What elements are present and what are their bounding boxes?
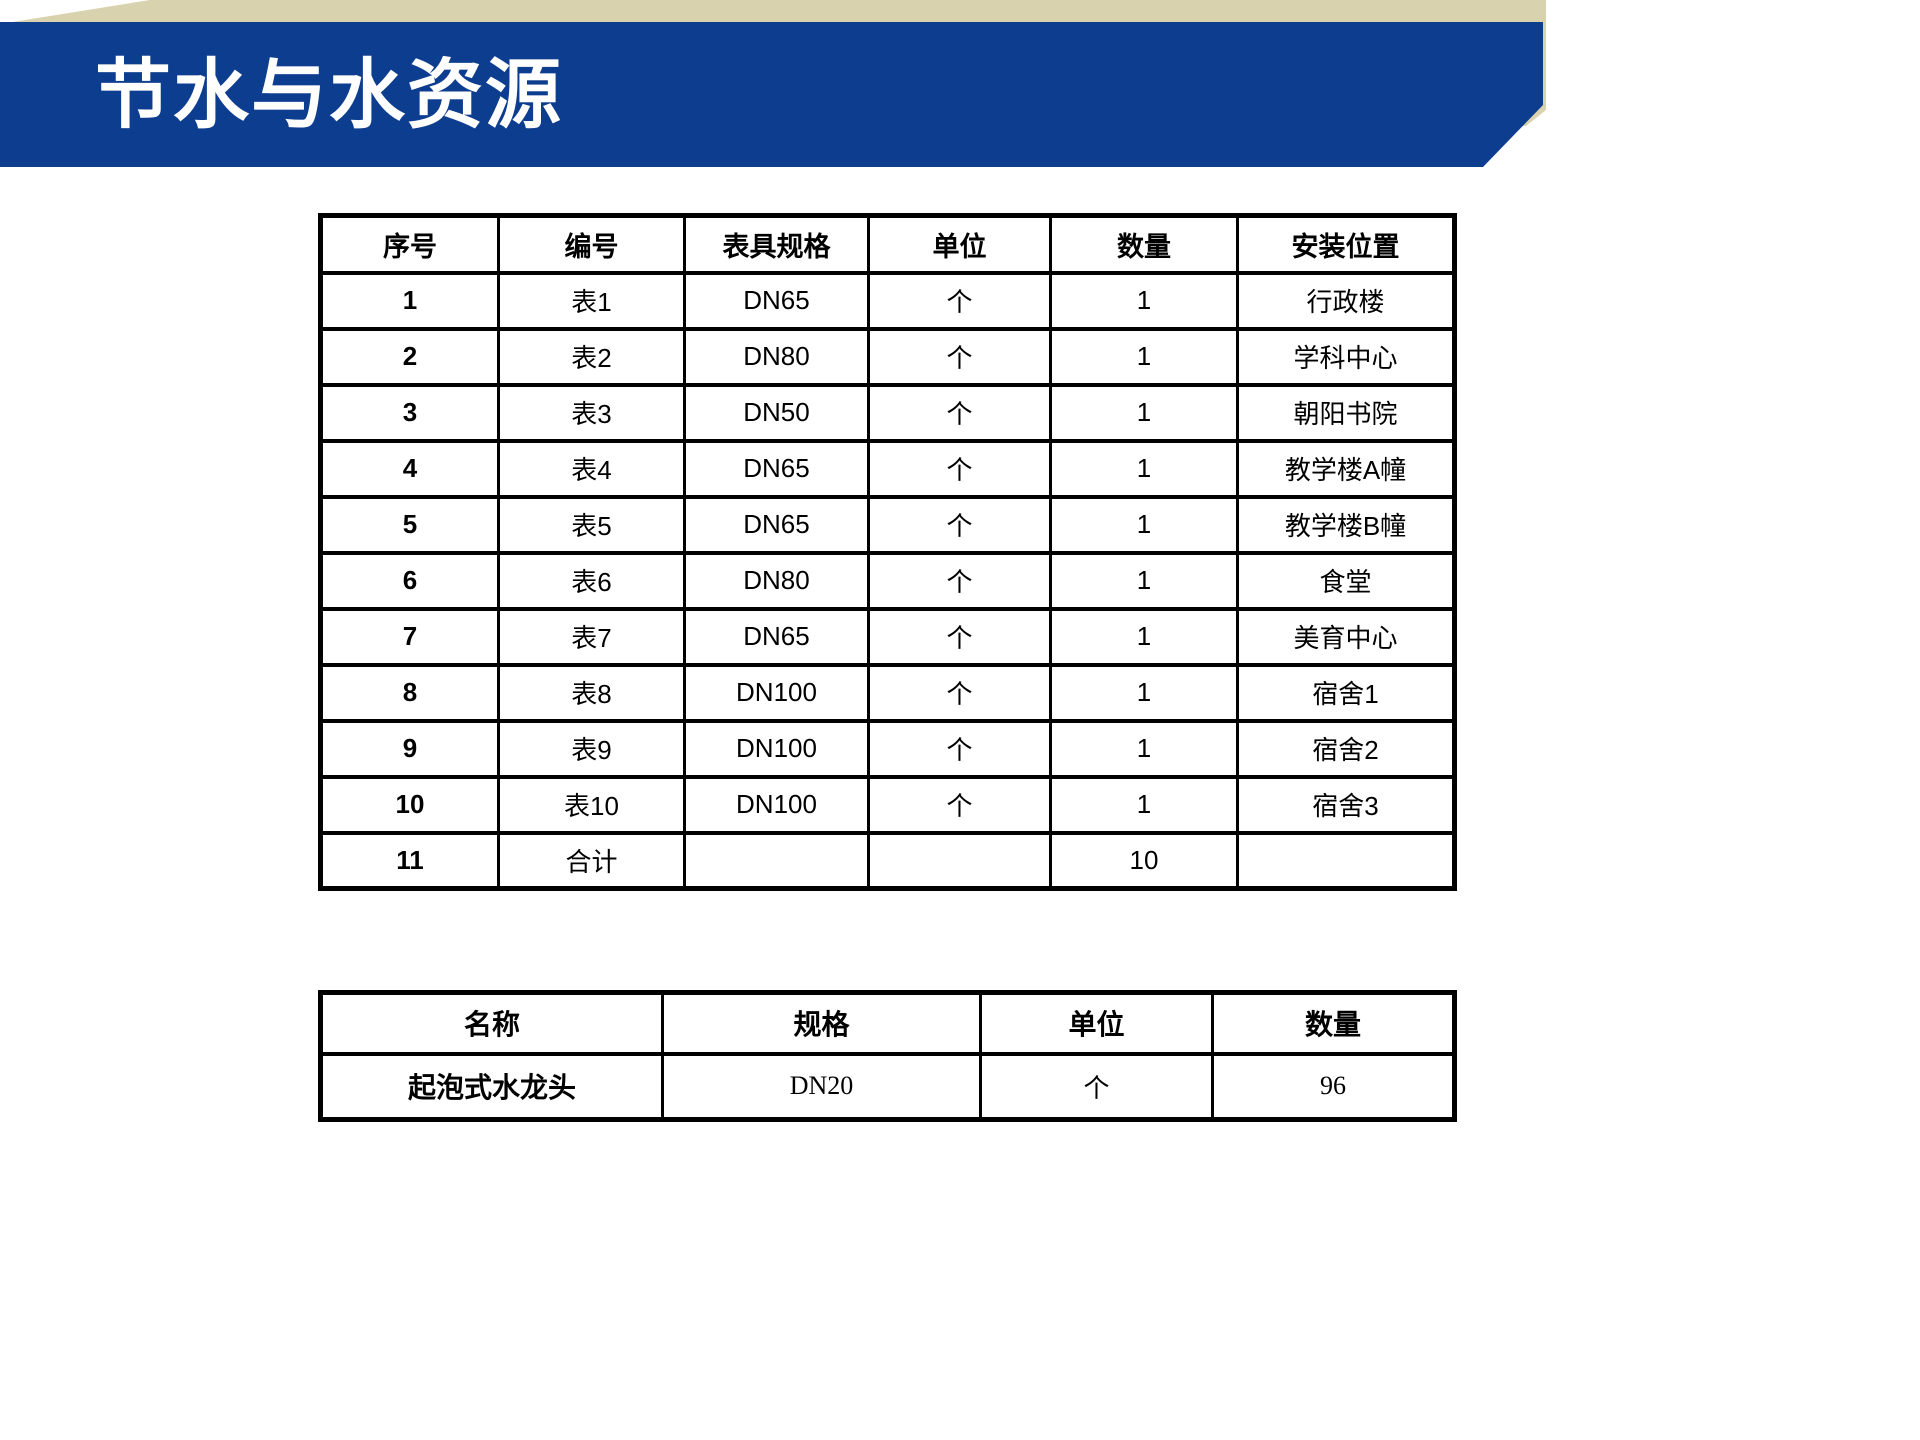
table-cell: 个 [867, 326, 1052, 387]
column-header: 数量 [1049, 213, 1239, 275]
table-cell: 1 [1049, 382, 1239, 443]
table-row: 8 表8 DN100 个 1 宿舍1 [319, 662, 1456, 723]
table-cell: 10 [1049, 830, 1239, 891]
table-row: 起泡式水龙头 DN20 个 96 [319, 1051, 1456, 1122]
column-header: 规格 [661, 990, 982, 1056]
table-cell: DN65 [683, 438, 870, 499]
table-cell: 个 [867, 494, 1052, 555]
table-cell: 1 [1049, 662, 1239, 723]
table-cell: 1 [1049, 326, 1239, 387]
table-cell: 表5 [497, 494, 686, 555]
table-cell: 1 [1049, 774, 1239, 835]
table-row: 5 表5 DN65 个 1 教学楼B幢 [319, 494, 1456, 555]
table-cell: 表6 [497, 550, 686, 611]
table-cell: 5 [319, 494, 500, 555]
table-cell: DN20 [661, 1051, 982, 1122]
table-cell: 个 [867, 438, 1052, 499]
table-cell: 7 [319, 606, 500, 667]
column-header: 数量 [1211, 990, 1456, 1056]
column-header: 单位 [867, 213, 1052, 275]
table-cell: DN100 [683, 718, 870, 779]
table-cell [1236, 830, 1456, 891]
table-cell: 起泡式水龙头 [319, 1051, 664, 1122]
meter-install-table: 序号 编号 表具规格 单位 数量 安装位置 1 表1 DN65 个 1 行政楼 2 表2 DN80 个 1 学科中… [318, 213, 1457, 891]
title-banner [0, 22, 1543, 167]
column-header: 单位 [979, 990, 1214, 1056]
table-cell: 3 [319, 382, 500, 443]
table-cell: 表3 [497, 382, 686, 443]
table-cell: 表2 [497, 326, 686, 387]
table-cell: 表9 [497, 718, 686, 779]
header-row: 序号 编号 表具规格 单位 数量 安装位置 [319, 213, 1456, 275]
table-cell: 1 [1049, 494, 1239, 555]
table-row: 6 表6 DN80 个 1 食堂 [319, 550, 1456, 611]
table-cell: 1 [1049, 270, 1239, 331]
faucet-table: 名称 规格 单位 数量 起泡式水龙头 DN20 个 96 [318, 990, 1457, 1122]
table-cell: 宿舍2 [1236, 718, 1456, 779]
table-cell: DN80 [683, 326, 870, 387]
table-cell: 个 [867, 550, 1052, 611]
table-cell: 96 [1211, 1051, 1456, 1122]
table-row: 3 表3 DN50 个 1 朝阳书院 [319, 382, 1456, 443]
page-title: 节水与水资源 [95, 53, 563, 138]
table-cell: 1 [1049, 438, 1239, 499]
table-cell: 美育中心 [1236, 606, 1456, 667]
table-cell: 朝阳书院 [1236, 382, 1456, 443]
table-row: 4 表4 DN65 个 1 教学楼A幢 [319, 438, 1456, 499]
table-cell: 表1 [497, 270, 686, 331]
table-row: 10 表10 DN100 个 1 宿舍3 [319, 774, 1456, 835]
table-cell: 教学楼B幢 [1236, 494, 1456, 555]
column-header: 安装位置 [1236, 213, 1456, 275]
table-cell: 宿舍1 [1236, 662, 1456, 723]
table-cell: DN100 [683, 662, 870, 723]
table-cell: 学科中心 [1236, 326, 1456, 387]
column-header: 编号 [497, 213, 686, 275]
table-cell: 个 [867, 382, 1052, 443]
table-cell: 10 [319, 774, 500, 835]
table-cell: 6 [319, 550, 500, 611]
table-cell: 1 [1049, 550, 1239, 611]
table-cell: 表4 [497, 438, 686, 499]
table-cell: 1 [1049, 606, 1239, 667]
table-cell: 教学楼A幢 [1236, 438, 1456, 499]
table-cell: 8 [319, 662, 500, 723]
table-cell: 表8 [497, 662, 686, 723]
table-row: 2 表2 DN80 个 1 学科中心 [319, 326, 1456, 387]
table-cell: DN80 [683, 550, 870, 611]
table-cell: 4 [319, 438, 500, 499]
table-cell: 合计 [497, 830, 686, 891]
table-cell: 食堂 [1236, 550, 1456, 611]
column-header: 表具规格 [683, 213, 870, 275]
table-cell: 表10 [497, 774, 686, 835]
table-cell: 个 [867, 662, 1052, 723]
table-cell: DN100 [683, 774, 870, 835]
table-cell: DN50 [683, 382, 870, 443]
table-cell: 个 [867, 606, 1052, 667]
table-cell [683, 830, 870, 891]
table-cell: 9 [319, 718, 500, 779]
table-cell [867, 830, 1052, 891]
table-cell: 11 [319, 830, 500, 891]
table-cell: 个 [979, 1051, 1214, 1122]
table-cell: 1 [319, 270, 500, 331]
table-cell: DN65 [683, 270, 870, 331]
table-cell: DN65 [683, 606, 870, 667]
table-cell: 表7 [497, 606, 686, 667]
table-cell: 2 [319, 326, 500, 387]
table-cell: 宿舍3 [1236, 774, 1456, 835]
table-cell: 1 [1049, 718, 1239, 779]
table-cell: 个 [867, 270, 1052, 331]
column-header: 名称 [319, 990, 664, 1056]
table-row: 11 合计 10 [319, 830, 1456, 891]
table-cell: DN65 [683, 494, 870, 555]
table-row: 1 表1 DN65 个 1 行政楼 [319, 270, 1456, 331]
table-row: 9 表9 DN100 个 1 宿舍2 [319, 718, 1456, 779]
header-row: 名称 规格 单位 数量 [319, 990, 1456, 1056]
table-cell: 行政楼 [1236, 270, 1456, 331]
table-cell: 个 [867, 718, 1052, 779]
table-cell: 个 [867, 774, 1052, 835]
column-header: 序号 [319, 213, 500, 275]
table-row: 7 表7 DN65 个 1 美育中心 [319, 606, 1456, 667]
